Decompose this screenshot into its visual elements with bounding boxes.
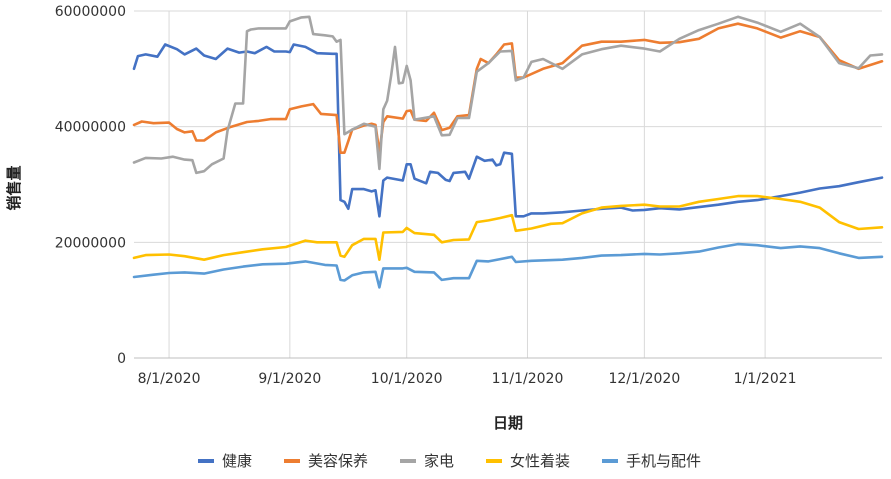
x-tick-label: 8/1/2020 [138, 371, 201, 387]
legend-label: 美容保养 [308, 452, 368, 470]
legend-item-3: 家电 [400, 452, 454, 470]
y-axis: 0 20000000 40000000 60000000 [55, 4, 126, 367]
x-axis: 8/1/2020 9/1/2020 10/1/2020 11/1/2020 12/1/2… [134, 357, 882, 387]
series-line-1 [132, 43, 884, 218]
x-axis-title: 日期 [493, 414, 523, 432]
legend-label: 女性着装 [510, 452, 570, 470]
series-line-4 [132, 194, 884, 262]
y-axis-title: 销售量 [5, 165, 23, 210]
x-tick-label: 9/1/2020 [258, 371, 321, 387]
legend-label: 手机与配件 [626, 452, 701, 470]
y-tick-label: 40000000 [55, 120, 126, 136]
legend-label: 健康 [222, 452, 252, 470]
y-tick-label: 60000000 [55, 4, 126, 20]
legend-item-1: 健康 [198, 452, 252, 470]
legend-label: 家电 [424, 452, 454, 470]
legend-item-4: 女性着装 [486, 452, 570, 470]
legend-item-2: 美容保养 [284, 452, 368, 470]
legend: 健康 美容保养 家电 女性着装 手机与配件 [198, 452, 701, 470]
series-line-5 [132, 242, 884, 289]
x-tick-label: 1/1/2021 [734, 371, 797, 387]
y-tick-label: 0 [117, 351, 126, 367]
series-line-3 [132, 15, 884, 175]
legend-item-5: 手机与配件 [602, 452, 701, 470]
y-tick-label: 20000000 [55, 235, 126, 251]
x-tick-label: 12/1/2020 [608, 371, 680, 387]
series-lines [132, 15, 884, 289]
x-tick-label: 11/1/2020 [492, 371, 564, 387]
x-tick-label: 10/1/2020 [371, 371, 443, 387]
